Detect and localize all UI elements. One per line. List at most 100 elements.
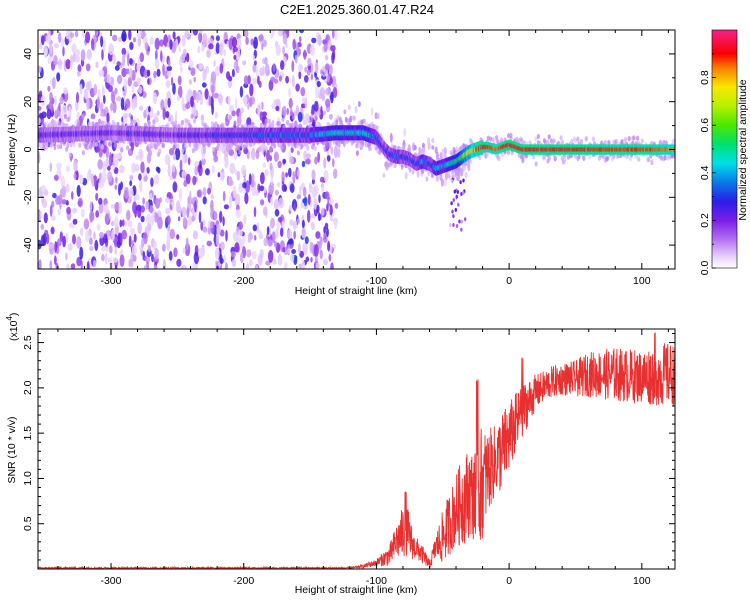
spectrogram-noise-cell [214,111,218,119]
spectrogram-noise-cell [150,214,155,226]
spectrogram-noise-cell [80,49,86,62]
spectrogram-noise-cell [181,170,186,178]
spectrogram-noise-cell [146,69,151,77]
spectrogram-halo-cell [325,142,329,148]
spectrogram-halo-cell [210,121,214,127]
spectrogram-noise-cell [234,199,238,206]
spectrogram-noise-cell [170,76,174,86]
spectrogram-noise-cell [214,65,221,77]
spectrogram-noise-cell [185,103,191,109]
spectrogram-noise-cell [86,261,90,269]
spectrogram-noise-cell [50,226,55,235]
spectrogram-halo-cell [290,143,294,149]
spectrogram-halo-cell [276,120,280,126]
spectrogram-noise-cell [101,170,107,183]
spectrogram-noise-cell [40,211,43,219]
spectrogram-noise-cell [268,183,274,195]
spectrogram-noise-cell [385,161,389,171]
spectrogram-noise-cell [435,174,439,182]
spectrogram-noise-cell [43,212,48,224]
spectrogram-noise-cell [102,38,106,52]
spectrogram-halo-cell [454,167,458,173]
spectrogram-halo-cell [147,121,151,127]
spectrogram-noise-cell [98,197,103,205]
spectrogram-noise-cell [443,146,447,155]
spectrogram-noise-cell [40,185,47,192]
spectrogram-noise-cell [309,241,314,254]
colorbar-tick-label: 0.4 [699,165,711,180]
spectrogram-noise-cell [310,108,315,116]
spectrogram-noise-cell [298,36,302,43]
spectrogram-halo-cell [67,116,71,122]
spectrogram-noise-cell [119,164,125,174]
spectrogram-noise-cell [182,103,187,112]
spectrogram-noise-cell [282,158,287,164]
spectrogram-noise-cell [274,189,279,196]
spectrogram-noise-cell [347,104,351,110]
spectrogram-noise-cell [176,234,180,240]
spectrogram-noise-cell [228,180,234,186]
spectrogram-halo-cell [266,118,271,124]
spectrogram-halo-cell [177,123,181,129]
spectrogram-noise-cell [332,158,335,168]
spectrogram-noise-cell [130,252,134,264]
spectrogram-noise-cell [273,99,280,105]
spectrogram-noise-cell [72,233,76,245]
spectrogram-noise-cell [298,70,302,80]
spectrogram-noise-cell [174,110,178,123]
spectrogram-halo-cell [624,136,628,142]
spectrogram-halo-cell [63,113,68,120]
spectrogram-noise-cell [204,88,209,100]
spectrogram-noise-cell [54,109,58,118]
spectrogram-noise-cell [127,219,132,227]
spectrogram-noise-cell [303,49,307,60]
spectrogram-noise-cell [101,253,105,262]
spectrogram-noise-cell [121,229,128,240]
spectrogram-noise-cell [52,192,57,199]
spectrogram-halo-cell [659,155,664,161]
spectrogram-halo-cell [166,122,170,128]
spectrogram-noise-cell [427,137,430,146]
spectrogram-noise-cell [107,171,113,183]
spectrogram-noise-cell [63,87,68,95]
spectrogram-noise-cell [200,221,204,231]
spectrogram-noise-cell [132,254,137,262]
spectrogram-halo-cell [191,148,195,154]
spectrogram-noise-cell [222,190,226,202]
spectrogram-noise-cell [159,39,165,47]
spectrogram-halo-cell [100,144,105,150]
spectrogram-noise-cell [273,78,279,84]
spectrogram-noise-cell [242,60,247,66]
spectrogram-halo-cell [453,149,457,155]
spectrogram-noise-cell [134,62,138,73]
spectrogram-halo-cell [375,125,379,131]
spectrogram-noise-cell [326,74,330,83]
spectrogram-noise-cell [274,209,280,217]
spectrogram-noise-cell [304,66,308,73]
spectrogram-noise-cell [65,252,68,261]
spectrogram-noise-cell [235,65,240,74]
spectrogram-noise-cell [321,95,326,101]
spectrogram-noise-cell [172,31,176,40]
spectrogram-halo-cell [507,133,511,139]
spectrogram-noise-cell [38,259,42,269]
spectrogram-noise-cell [315,262,320,269]
spectrogram-halo-cell [416,169,420,175]
spectrogram-noise-cell [88,228,92,237]
spectrogram-noise-cell [317,151,320,163]
spectrogram-noise-cell [333,145,339,159]
spectrogram-noise-cell [112,153,119,165]
spectrogram-noise-cell [214,247,220,260]
spectrogram-halo-cell [496,139,500,145]
spectrogram-noise-cell [174,147,181,161]
spectrogram-noise-cell [317,34,322,46]
spectrogram-noise-cell [62,235,66,248]
spectrogram-noise-cell [131,102,134,108]
spectrogram-noise-cell [147,222,152,232]
spectrogram-noise-cell [219,258,224,264]
spectrogram-noise-cell [93,231,96,240]
spectrogram-noise-cell [286,107,289,116]
spectrogram-noise-cell [127,53,130,67]
spectrogram-halo-cell [447,173,451,179]
